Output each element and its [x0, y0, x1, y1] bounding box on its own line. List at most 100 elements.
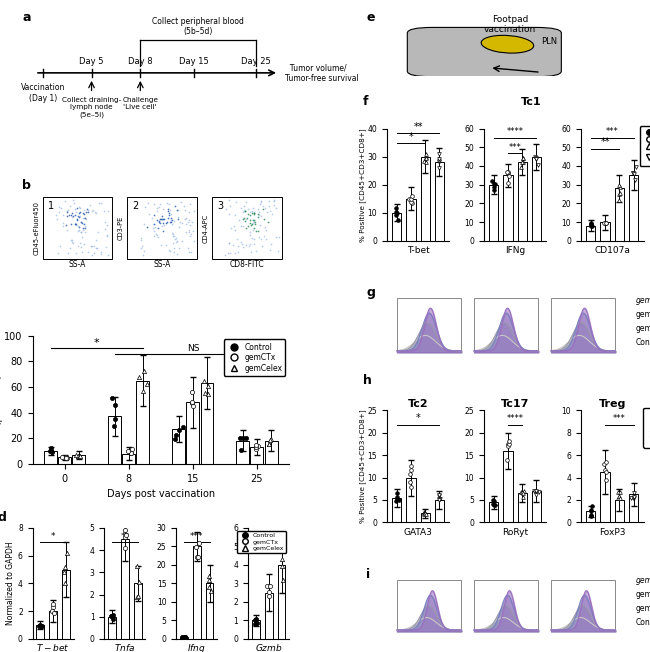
Point: [573, 0, 583, 1]
Y-axis label: Normalized to GAPDH: Normalized to GAPDH: [6, 542, 15, 625]
Point: [419, 508, 430, 518]
X-axis label: RoRyt: RoRyt: [502, 528, 528, 537]
Bar: [615, 188, 624, 241]
Point: [434, 162, 445, 173]
Point: [529, 485, 539, 496]
Point: [199, 376, 209, 386]
Bar: [252, 621, 260, 639]
Point: [392, 58, 402, 68]
Text: ***: ***: [509, 143, 521, 152]
Point: [263, 439, 274, 449]
Point: [614, 181, 625, 192]
Point: [393, 208, 403, 218]
Text: *: *: [51, 532, 55, 541]
Point: [502, 455, 512, 466]
FancyBboxPatch shape: [397, 298, 461, 352]
Bar: [503, 451, 513, 522]
Bar: [172, 429, 185, 464]
Bar: [200, 383, 213, 464]
Text: gemCox-2−/−: gemCox-2−/−: [636, 295, 650, 304]
Point: [203, 389, 213, 399]
Point: [391, 207, 401, 217]
Bar: [109, 617, 116, 639]
Point: [630, 162, 641, 173]
Point: [606, 48, 617, 59]
Point: [613, 487, 623, 497]
Point: [36, 620, 47, 630]
Text: gemCTx: gemCTx: [636, 323, 650, 333]
Point: [174, 424, 184, 435]
Text: Day 5: Day 5: [79, 57, 104, 66]
Point: [629, 169, 639, 179]
Point: [391, 202, 402, 213]
Ellipse shape: [481, 35, 534, 53]
Point: [406, 482, 417, 492]
Point: [518, 153, 528, 163]
Point: [586, 505, 597, 516]
Bar: [629, 175, 638, 241]
Point: [503, 439, 514, 449]
Bar: [72, 455, 85, 464]
Point: [59, 567, 70, 577]
Point: [586, 505, 596, 515]
Point: [240, 432, 251, 443]
Bar: [629, 494, 638, 522]
Point: [45, 445, 55, 456]
Point: [519, 486, 529, 497]
Point: [530, 154, 541, 164]
Point: [138, 366, 149, 377]
Point: [138, 386, 148, 396]
Bar: [421, 156, 430, 241]
Point: [586, 510, 596, 520]
Point: [600, 218, 610, 228]
Point: [125, 448, 136, 458]
Point: [187, 397, 197, 408]
Point: [108, 610, 118, 620]
Point: [204, 582, 214, 592]
Point: [123, 446, 133, 456]
Point: [171, 430, 181, 440]
Point: [531, 486, 541, 497]
Point: [251, 439, 261, 450]
FancyBboxPatch shape: [408, 27, 562, 77]
Legend: Control, gemCTx, gemCelex: Control, gemCTx, gemCelex: [224, 340, 285, 376]
Text: Challenge
'Live cell': Challenge 'Live cell': [122, 98, 159, 110]
Point: [419, 155, 430, 166]
Text: 1: 1: [48, 201, 54, 211]
Point: [629, 488, 639, 498]
Point: [47, 599, 58, 609]
Point: [278, 554, 288, 564]
Text: *: *: [416, 413, 421, 424]
X-axis label: $\it{Ifng}$: $\it{Ifng}$: [187, 642, 206, 652]
Point: [530, 490, 541, 501]
Point: [586, 219, 597, 230]
Point: [406, 461, 416, 471]
Point: [419, 509, 430, 519]
Bar: [601, 222, 610, 241]
Point: [49, 608, 59, 618]
Bar: [122, 454, 135, 464]
Point: [142, 379, 152, 390]
Point: [489, 179, 499, 189]
Bar: [187, 402, 200, 464]
FancyBboxPatch shape: [127, 198, 197, 259]
Point: [264, 591, 274, 601]
Point: [60, 578, 71, 588]
Point: [406, 465, 416, 475]
Y-axis label: Absolute CD8⁺ T cell count
(per uL PB): Absolute CD8⁺ T cell count (per uL PB): [0, 339, 3, 460]
Point: [504, 436, 514, 447]
Point: [404, 468, 415, 479]
Point: [586, 218, 596, 229]
FancyBboxPatch shape: [551, 580, 616, 631]
Point: [488, 498, 499, 509]
Text: PLN: PLN: [541, 38, 557, 46]
Point: [277, 561, 287, 571]
Point: [601, 457, 611, 467]
Point: [131, 561, 142, 572]
Point: [421, 152, 432, 162]
Point: [488, 495, 498, 505]
Text: SS-A: SS-A: [69, 260, 86, 269]
Point: [250, 619, 261, 629]
Point: [614, 491, 625, 501]
Point: [264, 587, 274, 597]
